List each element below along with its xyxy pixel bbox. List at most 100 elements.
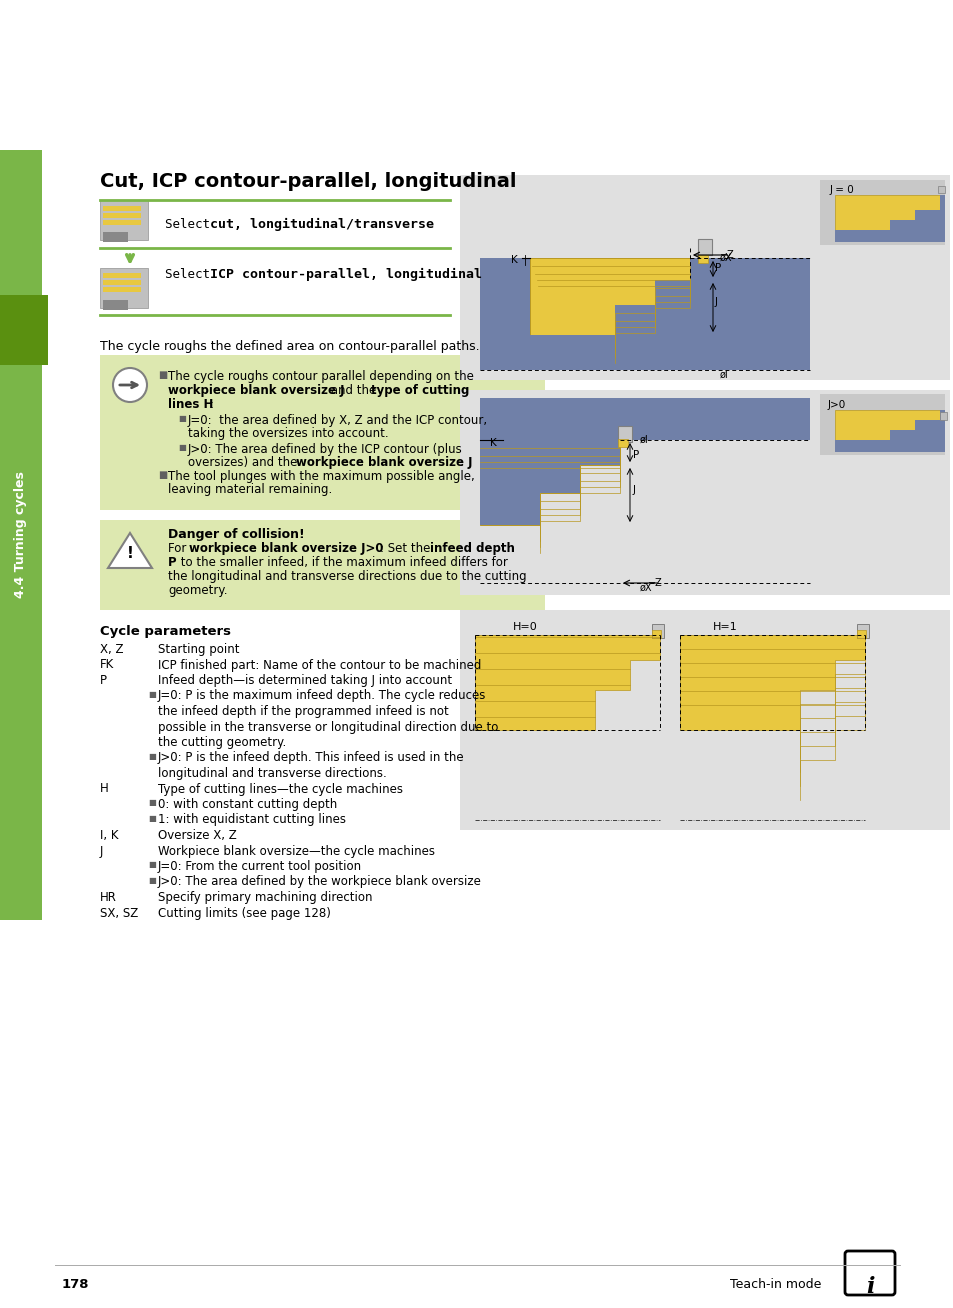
Bar — [100, 521, 544, 610]
Bar — [103, 300, 128, 310]
Polygon shape — [679, 634, 864, 730]
Bar — [698, 255, 707, 263]
Bar — [820, 394, 944, 455]
Text: cut, longitudinal/transverse: cut, longitudinal/transverse — [210, 218, 434, 232]
Text: J: J — [633, 485, 636, 494]
Text: J>0: The area defined by the ICP contour (plus: J>0: The area defined by the ICP contour… — [188, 443, 462, 456]
Bar — [939, 412, 946, 420]
Bar — [937, 186, 944, 194]
Text: The tool plunges with the maximum possible angle,: The tool plunges with the maximum possib… — [168, 470, 475, 483]
Text: K: K — [511, 255, 517, 266]
Text: 1: with equidistant cutting lines: 1: with equidistant cutting lines — [158, 814, 346, 827]
Text: and the: and the — [327, 385, 379, 398]
Text: X, Z: X, Z — [100, 644, 123, 657]
Text: øX: øX — [639, 583, 652, 593]
Polygon shape — [479, 398, 809, 525]
Bar — [651, 630, 660, 638]
Polygon shape — [834, 409, 944, 453]
Text: ■: ■ — [178, 443, 186, 453]
Bar — [618, 426, 631, 442]
Bar — [103, 286, 141, 292]
Text: possible in the transverse or longitudinal direction due to: possible in the transverse or longitudin… — [158, 721, 497, 734]
Text: FK: FK — [100, 658, 114, 671]
Text: ■: ■ — [148, 752, 155, 760]
Text: P: P — [168, 556, 176, 569]
Text: ICP finished part: Name of the contour to be machined: ICP finished part: Name of the contour t… — [158, 658, 481, 671]
Text: J=0: From the current tool position: J=0: From the current tool position — [158, 859, 362, 872]
Bar — [103, 205, 141, 211]
Polygon shape — [475, 634, 659, 730]
Polygon shape — [108, 532, 152, 568]
Text: øX: øX — [720, 252, 732, 263]
Text: i: i — [864, 1277, 873, 1298]
Text: the infeed depth if the programmed infeed is not: the infeed depth if the programmed infee… — [158, 705, 448, 718]
Text: For: For — [168, 542, 190, 555]
Bar — [100, 268, 148, 307]
Text: Cutting limits (see page 128): Cutting limits (see page 128) — [158, 906, 331, 920]
Text: : Set the: : Set the — [379, 542, 434, 555]
Text: øI: øI — [639, 436, 648, 445]
Text: Select: Select — [165, 218, 217, 232]
Circle shape — [112, 368, 147, 402]
Bar — [459, 610, 949, 831]
Bar — [103, 280, 141, 285]
Bar — [103, 220, 141, 225]
Text: the cutting geometry.: the cutting geometry. — [158, 736, 286, 749]
Text: ■: ■ — [148, 689, 155, 698]
Text: type of cutting: type of cutting — [371, 385, 469, 398]
Bar — [651, 624, 663, 638]
Text: 178: 178 — [62, 1278, 90, 1291]
Text: øI: øI — [720, 370, 728, 381]
Polygon shape — [475, 634, 659, 730]
Text: Workpiece blank oversize—the cycle machines: Workpiece blank oversize—the cycle machi… — [158, 845, 435, 858]
Text: The cycle roughs the defined area on contour-parallel paths.: The cycle roughs the defined area on con… — [100, 340, 479, 353]
Text: taking the oversizes into account.: taking the oversizes into account. — [188, 426, 388, 439]
Polygon shape — [834, 195, 939, 230]
Text: −Z: −Z — [720, 250, 734, 260]
Polygon shape — [479, 439, 619, 525]
Text: P: P — [633, 450, 639, 460]
Text: J>0: P is the infeed depth. This infeed is used in the: J>0: P is the infeed depth. This infeed … — [158, 752, 464, 764]
Bar — [856, 630, 865, 638]
Text: P: P — [714, 263, 720, 273]
Text: K: K — [490, 438, 497, 449]
Polygon shape — [530, 258, 689, 335]
Bar — [698, 239, 711, 255]
Text: Select: Select — [165, 268, 217, 281]
Text: ICP contour-parallel, longitudinal: ICP contour-parallel, longitudinal — [210, 268, 481, 281]
Bar — [0, 150, 42, 920]
Text: ■: ■ — [158, 370, 167, 381]
Text: −Z: −Z — [647, 578, 662, 589]
Text: H=1: H=1 — [712, 623, 737, 632]
Bar — [0, 296, 48, 365]
Text: J>0: The area defined by the workpiece blank oversize: J>0: The area defined by the workpiece b… — [158, 875, 481, 888]
Bar — [103, 273, 141, 279]
Bar — [100, 354, 544, 510]
Text: H: H — [100, 782, 109, 795]
Text: ■: ■ — [148, 859, 155, 869]
Text: Type of cutting lines—the cycle machines: Type of cutting lines—the cycle machines — [158, 782, 402, 795]
Bar — [618, 439, 627, 447]
Text: Starting point: Starting point — [158, 644, 239, 657]
Text: ■: ■ — [148, 814, 155, 823]
Bar — [459, 175, 949, 381]
Text: to the smaller infeed, if the maximum infeed differs for: to the smaller infeed, if the maximum in… — [177, 556, 507, 569]
Bar — [459, 390, 949, 595]
Text: I, K: I, K — [100, 829, 118, 842]
Text: Cut, ICP contour-parallel, longitudinal: Cut, ICP contour-parallel, longitudinal — [100, 171, 516, 191]
Bar — [856, 624, 868, 638]
Text: J: J — [100, 845, 103, 858]
Text: workpiece blank oversize J: workpiece blank oversize J — [295, 456, 472, 470]
Text: HR: HR — [100, 891, 117, 904]
Text: workpiece blank oversize J: workpiece blank oversize J — [168, 385, 344, 398]
Text: lines H: lines H — [168, 398, 213, 411]
Bar — [103, 213, 141, 218]
Text: Cycle parameters: Cycle parameters — [100, 625, 231, 638]
Polygon shape — [679, 634, 864, 730]
Text: infeed depth: infeed depth — [430, 542, 515, 555]
Text: Infeed depth—is determined taking J into account: Infeed depth—is determined taking J into… — [158, 674, 452, 687]
Text: :: : — [210, 398, 213, 411]
Text: SX, SZ: SX, SZ — [100, 906, 138, 920]
FancyBboxPatch shape — [844, 1250, 894, 1295]
Text: H=0: H=0 — [513, 623, 537, 632]
